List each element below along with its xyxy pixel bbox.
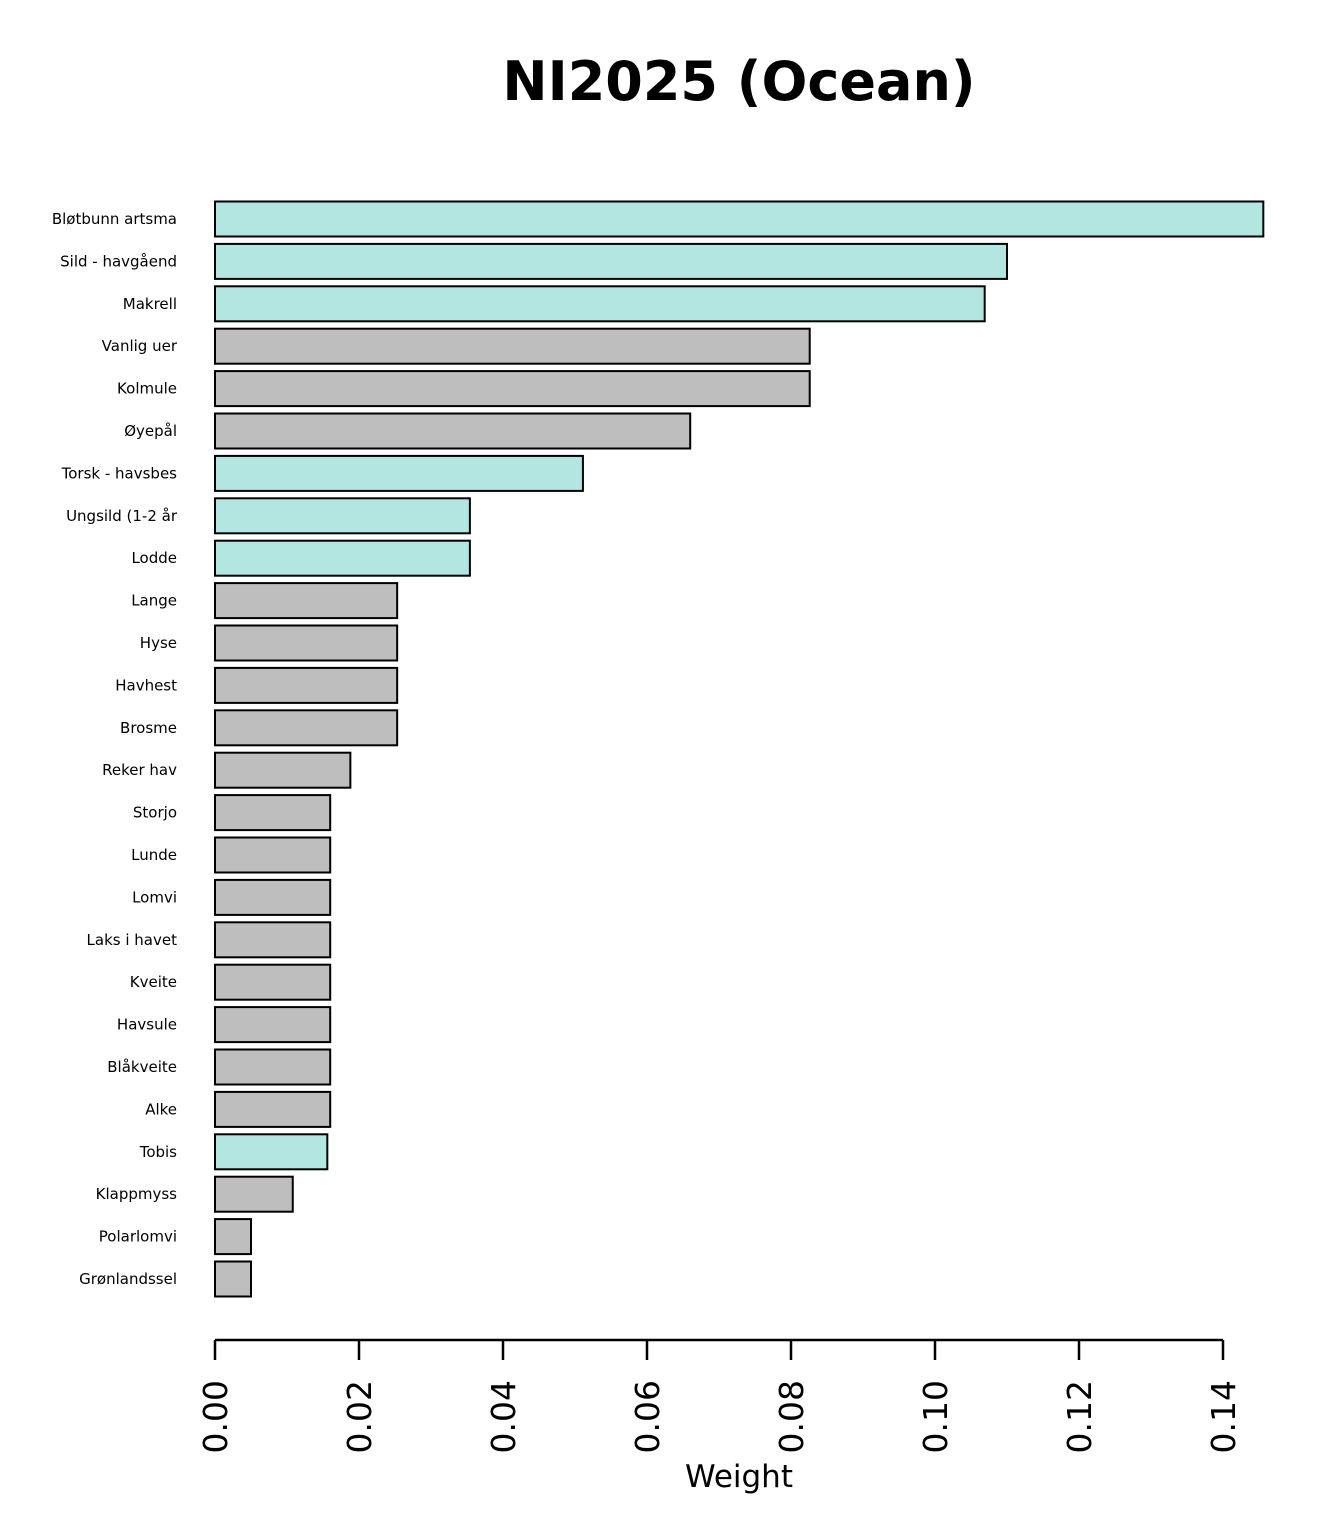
bar — [214, 1260, 252, 1298]
bar — [214, 1175, 294, 1213]
category-label: Bløtbunn artsma — [52, 210, 177, 228]
category-label: Lange — [131, 592, 177, 610]
bar — [214, 751, 352, 789]
category-label: Storjo — [133, 804, 177, 822]
category-label: Øyepål — [124, 422, 177, 440]
chart-title: NI2025 (Ocean) — [502, 50, 975, 113]
bar — [214, 836, 332, 874]
category-label: Alke — [145, 1100, 177, 1118]
category-label: Ungsild (1-2 år — [66, 507, 178, 525]
bar — [214, 709, 399, 747]
bar — [214, 327, 811, 365]
x-tick-label: 0.04 — [484, 1380, 523, 1453]
category-label: Tobis — [139, 1143, 177, 1161]
bar — [214, 666, 399, 704]
x-tick-label: 0.14 — [1204, 1380, 1243, 1453]
x-tick-label: 0.02 — [340, 1380, 379, 1453]
bar — [214, 285, 986, 323]
x-axis-label: Weight — [685, 1459, 793, 1495]
bar — [214, 370, 811, 408]
category-label: Laks i havet — [87, 931, 178, 949]
category-label: Reker hav — [102, 761, 177, 779]
category-label: Sild - havgåend — [60, 252, 177, 270]
bar — [214, 454, 584, 492]
category-label: Lodde — [131, 549, 177, 567]
x-tick-label: 0.00 — [196, 1380, 235, 1453]
category-label: Kolmule — [117, 380, 177, 398]
category-label: Lunde — [131, 846, 177, 864]
x-tick-label: 0.12 — [1060, 1380, 1099, 1453]
bar — [214, 1006, 332, 1044]
bar — [214, 878, 332, 916]
x-tick-label: 0.10 — [916, 1380, 955, 1453]
category-label: Torsk - havsbes — [61, 464, 178, 482]
category-label: Polarlomvi — [99, 1228, 177, 1246]
bar — [214, 200, 1265, 238]
x-tick-label: 0.06 — [628, 1380, 667, 1453]
category-label: Kveite — [130, 973, 177, 991]
bar — [214, 539, 471, 577]
category-label: Brosme — [120, 719, 177, 737]
category-label: Grønlandssel — [79, 1270, 177, 1288]
category-label: Vanlig uer — [102, 337, 178, 355]
x-tick-label: 0.08 — [772, 1380, 811, 1453]
bar — [214, 1048, 332, 1086]
bar — [214, 1090, 332, 1128]
bar — [214, 921, 332, 959]
category-label: Klappmyss — [96, 1185, 178, 1203]
bar — [214, 794, 332, 832]
category-label: Makrell — [123, 295, 177, 313]
bar — [214, 963, 332, 1001]
bar — [214, 412, 692, 450]
bar — [214, 1133, 329, 1171]
category-label: Blåkveite — [107, 1058, 177, 1076]
category-label: Havsule — [117, 1016, 177, 1034]
bar — [214, 242, 1008, 280]
bar — [214, 624, 399, 662]
bar — [214, 582, 399, 620]
category-label: Hyse — [140, 634, 177, 652]
category-label: Lomvi — [132, 888, 177, 906]
bar — [214, 1218, 252, 1256]
bar — [214, 497, 471, 535]
category-label: Havhest — [115, 676, 177, 694]
